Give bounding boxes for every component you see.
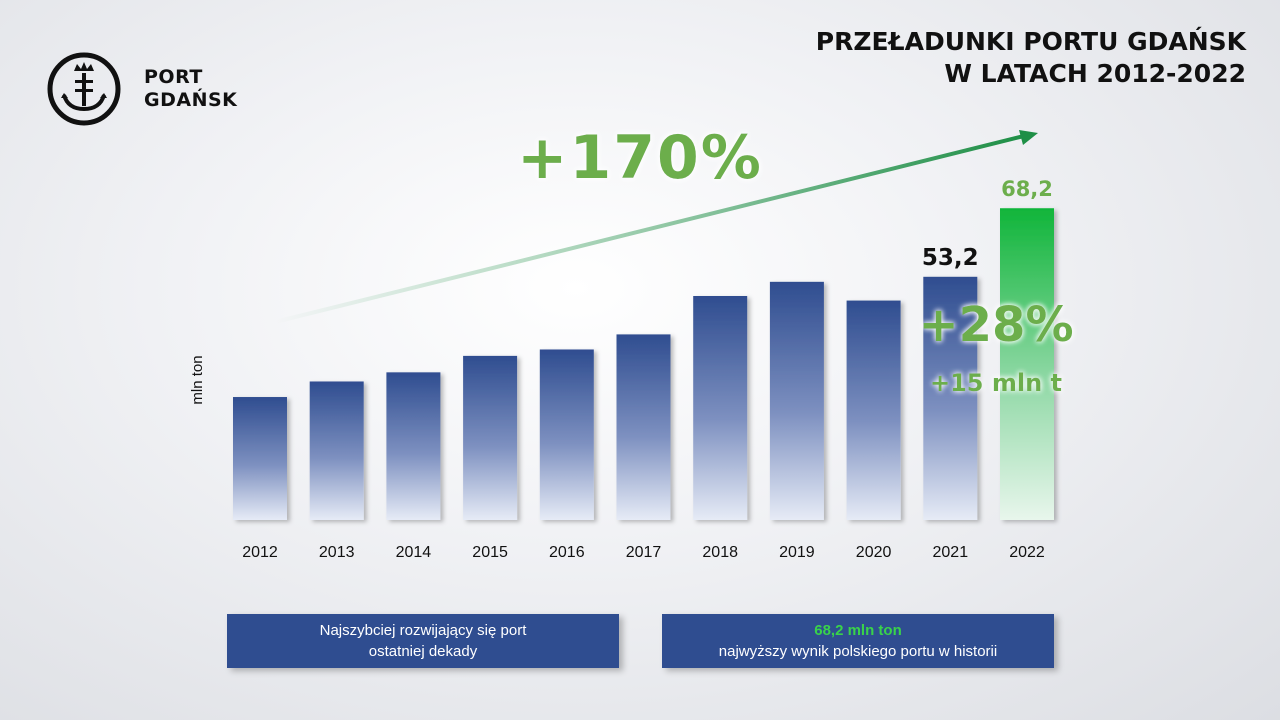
title-line-2: W LATACH 2012-2022 (944, 59, 1246, 88)
growth-last-year-label: +28% (918, 297, 1073, 353)
bar-2014 (386, 372, 441, 520)
brand-line-2: GDAŃSK (144, 89, 238, 111)
page-title: PRZEŁADUNKI PORTU GDAŃSK W LATACH 2012-2… (816, 26, 1246, 90)
bar-2013 (309, 381, 364, 520)
info-box-fastest: Najszybciej rozwijający się port ostatni… (227, 614, 619, 668)
growth-total-label: +170% (517, 123, 763, 193)
x-tick-label-2013: 2013 (319, 544, 355, 561)
x-tick-label-2021: 2021 (933, 544, 969, 561)
x-tick-label-2012: 2012 (242, 544, 278, 561)
bar-2020 (846, 300, 901, 520)
x-tick-label-2014: 2014 (396, 544, 432, 561)
data-label-2021: 53,2 (922, 245, 979, 271)
x-tick-label-2020: 2020 (856, 544, 892, 561)
info-box-record-highlight: 68,2 mln ton (814, 622, 902, 639)
x-tick-label-2022: 2022 (1009, 544, 1045, 561)
info-box-record: 68,2 mln ton najwyższy wynik polskiego p… (662, 614, 1054, 668)
growth-arrow-line (274, 134, 1025, 324)
data-label-2022: 68,2 (1001, 177, 1053, 201)
arrow-head-icon (1019, 130, 1038, 145)
x-tick-label-2015: 2015 (472, 544, 508, 561)
bar-2017 (616, 334, 671, 520)
anchor-crest-icon (47, 52, 121, 126)
growth-arrow (274, 130, 1038, 324)
info-box-record-line-2: najwyższy wynik polskiego portu w histor… (718, 643, 998, 660)
bar-2018 (693, 296, 748, 520)
x-tick-labels: 2012 2013 2014 2015 2016 2017 2018 2019 2020 2021… (242, 544, 1045, 561)
x-tick-label-2016: 2016 (549, 544, 585, 561)
bar-2012 (233, 397, 287, 520)
bar-chart: 2012 2013 2014 2015 2016 2017 2018 2019 2020 2021… (189, 123, 1074, 561)
info-box-fastest-line-1: Najszybciej rozwijający się port (319, 622, 527, 639)
brand-line-1: PORT (144, 66, 203, 88)
bar-2019 (769, 281, 824, 520)
bar-2016 (539, 349, 594, 520)
growth-last-year-abs-label: +15 mln t (930, 369, 1062, 397)
bar-2021 (923, 276, 978, 520)
info-box-fastest-line-2: ostatniej dekady (368, 643, 478, 660)
bars-group (233, 208, 1054, 520)
x-tick-label-2019: 2019 (779, 544, 815, 561)
data-labels: 53,2 68,2 (922, 177, 1053, 271)
y-axis-label: mln ton (189, 355, 206, 404)
bar-2022 (1000, 208, 1054, 520)
bar-2015 (463, 355, 518, 520)
x-tick-label-2018: 2018 (702, 544, 738, 561)
title-line-1: PRZEŁADUNKI PORTU GDAŃSK (815, 27, 1246, 56)
port-gdansk-logo: PORT GDAŃSK (46, 51, 246, 127)
x-tick-label-2017: 2017 (626, 544, 662, 561)
